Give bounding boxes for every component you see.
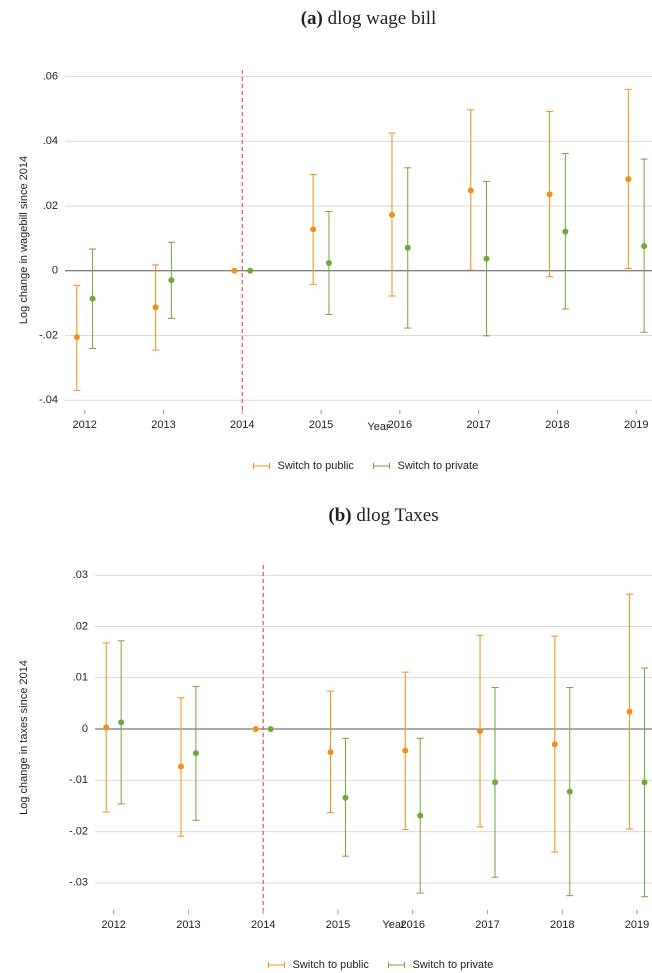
x-tick-label: 2019 xyxy=(624,419,648,431)
chart-title: (a) dlog wage bill xyxy=(301,8,437,29)
panel: (b) dlog Taxes -.03 -.02 -.01 0 .01 .02 .03 2012… xyxy=(18,505,652,971)
y-tick-label: .06 xyxy=(43,70,58,82)
point xyxy=(625,176,632,183)
point xyxy=(641,779,648,786)
point xyxy=(152,304,159,311)
title-label: (b) xyxy=(328,505,351,526)
point xyxy=(483,255,490,262)
point xyxy=(325,259,332,266)
y-tick-label: .02 xyxy=(73,620,88,632)
point xyxy=(491,779,498,786)
point xyxy=(327,749,334,756)
x-tick-label: 2019 xyxy=(625,919,649,931)
y-tick-label: 0 xyxy=(82,723,88,735)
x-tick-label: 2016 xyxy=(388,419,412,431)
point xyxy=(73,334,80,341)
panel: (a) dlog wage bill -.04 -.02 0 .02 .04 .06 2012… xyxy=(18,8,652,472)
x-tick-label: 2017 xyxy=(466,419,490,431)
x-tick-label: 2015 xyxy=(326,919,350,931)
point xyxy=(118,719,125,726)
title-text: dlog Taxes xyxy=(356,505,438,526)
x-tick-label: 2014 xyxy=(251,919,275,931)
point xyxy=(566,788,573,795)
point xyxy=(168,277,175,284)
point xyxy=(477,728,484,735)
y-tick-label: -.01 xyxy=(69,774,88,786)
x-tick-label: 2014 xyxy=(230,419,254,431)
y-axis-label: Log change in wagebill since 2014 xyxy=(18,156,30,324)
point xyxy=(417,812,424,819)
y-tick-label: .02 xyxy=(43,200,58,212)
y-tick-label: -.04 xyxy=(39,394,58,406)
y-tick-label: -.02 xyxy=(69,825,88,837)
point xyxy=(252,726,259,733)
point xyxy=(562,228,569,235)
point xyxy=(103,724,110,731)
y-tick-label: -.02 xyxy=(39,329,58,341)
x-axis-label: Year xyxy=(367,421,390,433)
point xyxy=(89,295,96,302)
x-axis-label: Year xyxy=(382,919,405,931)
y-tick-label: .04 xyxy=(43,135,58,147)
x-tick-label: 2017 xyxy=(475,919,499,931)
y-axis-label: Log change in taxes since 2014 xyxy=(18,660,30,815)
title-label: (a) xyxy=(301,8,323,29)
legend-label: Switch to public xyxy=(293,959,370,971)
legend-label: Switch to public xyxy=(278,460,355,472)
x-tick-label: 2013 xyxy=(151,419,175,431)
x-tick-label: 2016 xyxy=(401,919,425,931)
point xyxy=(267,726,274,733)
y-tick-label: .01 xyxy=(73,672,88,684)
point xyxy=(402,747,409,754)
legend-label: Switch to private xyxy=(398,460,479,472)
x-tick-label: 2013 xyxy=(176,919,200,931)
point xyxy=(546,191,553,198)
point xyxy=(641,243,648,250)
point xyxy=(247,267,254,274)
x-tick-label: 2018 xyxy=(550,919,574,931)
point xyxy=(310,226,317,233)
x-tick-label: 2012 xyxy=(101,919,125,931)
x-tick-label: 2015 xyxy=(309,419,333,431)
legend-label: Switch to private xyxy=(413,959,494,971)
point xyxy=(177,763,184,770)
point xyxy=(388,211,395,218)
point xyxy=(551,741,558,748)
x-tick-label: 2018 xyxy=(545,419,569,431)
y-tick-label: .03 xyxy=(73,569,88,581)
title-text: dlog wage bill xyxy=(328,8,437,29)
point xyxy=(467,187,474,194)
point xyxy=(342,794,349,801)
point xyxy=(231,267,238,274)
point xyxy=(192,750,199,757)
x-tick-label: 2012 xyxy=(72,419,96,431)
y-tick-label: 0 xyxy=(52,265,58,277)
chart-title: (b) dlog Taxes xyxy=(328,505,438,526)
y-tick-label: -.03 xyxy=(69,877,88,889)
point xyxy=(404,244,411,251)
point xyxy=(626,708,633,715)
